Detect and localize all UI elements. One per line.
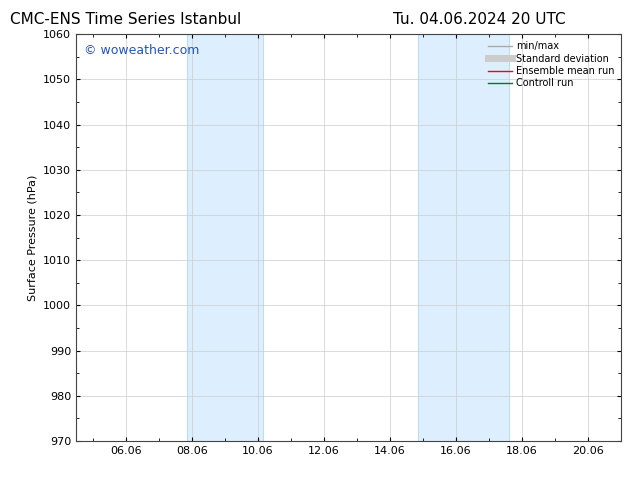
Text: Tu. 04.06.2024 20 UTC: Tu. 04.06.2024 20 UTC [393, 12, 566, 27]
Y-axis label: Surface Pressure (hPa): Surface Pressure (hPa) [27, 174, 37, 301]
Bar [187, 34, 262, 441]
Text: CMC-ENS Time Series Istanbul: CMC-ENS Time Series Istanbul [10, 12, 241, 27]
Legend: min/max, Standard deviation, Ensemble mean run, Controll run: min/max, Standard deviation, Ensemble me… [486, 39, 616, 90]
Text: © woweather.com: © woweather.com [84, 45, 200, 57]
Bar [418, 34, 509, 441]
